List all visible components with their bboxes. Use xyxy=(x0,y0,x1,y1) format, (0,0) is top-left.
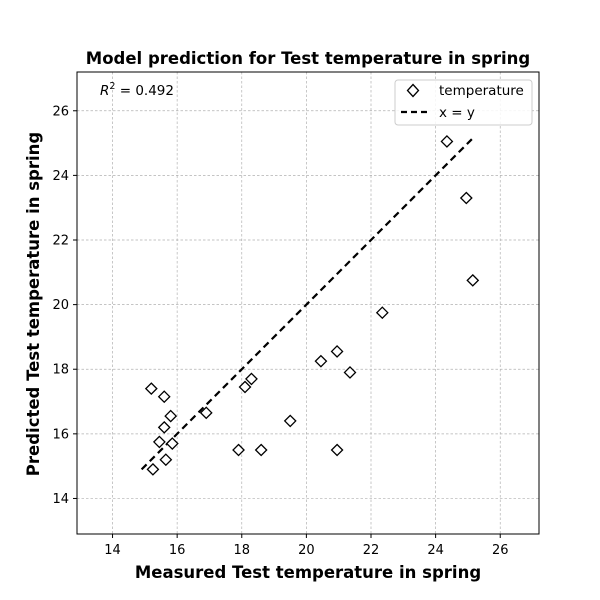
data-point xyxy=(330,345,344,358)
legend: temperature x = y xyxy=(394,79,533,126)
r-squared-value: = 0.492 xyxy=(115,83,174,99)
legend-diamond-marker-icon xyxy=(406,83,420,98)
r-squared-symbol: R xyxy=(100,83,109,99)
y-tick-label: 24 xyxy=(52,169,69,184)
plot-frame xyxy=(76,71,540,535)
data-point xyxy=(164,409,178,423)
data-point xyxy=(330,443,344,457)
y-tick-label: 20 xyxy=(52,298,69,313)
y-tick-label: 22 xyxy=(52,234,69,249)
data-point xyxy=(343,366,357,379)
data-point xyxy=(152,435,166,449)
data-point xyxy=(283,414,297,428)
y-axis-label: Predicted Test temperature in spring xyxy=(24,132,43,476)
x-tick-label: 26 xyxy=(492,543,509,558)
legend-label-x-equals-y: x = y xyxy=(439,105,475,121)
data-point xyxy=(157,420,171,434)
data-point xyxy=(375,306,389,320)
x-tick-label: 16 xyxy=(169,543,186,558)
x-tick-label: 22 xyxy=(363,543,380,558)
grid xyxy=(77,72,539,534)
reference-line-x-equals-y xyxy=(140,137,474,471)
data-point xyxy=(238,380,252,394)
data-point-layer xyxy=(144,135,480,476)
axis-ticks: 14 16 18 20 22 24 26 14 16 18 20 22 24 26 xyxy=(52,104,508,558)
legend-label-temperature: temperature xyxy=(439,83,524,99)
data-point xyxy=(146,462,160,476)
y-tick-label: 14 xyxy=(52,492,69,507)
r-squared-superscript: 2 xyxy=(109,81,115,92)
r-squared-annotation: R2 = 0.492 xyxy=(100,81,174,99)
y-tick-label: 26 xyxy=(52,104,69,119)
x-tick-label: 14 xyxy=(104,543,121,558)
x-tick-label: 20 xyxy=(298,543,315,558)
data-point xyxy=(245,372,258,386)
x-tick-label: 18 xyxy=(233,543,250,558)
x-axis-label: Measured Test temperature in spring xyxy=(135,563,481,582)
y-tick-label: 16 xyxy=(52,427,69,442)
legend-box xyxy=(394,79,533,126)
data-point xyxy=(159,453,173,467)
data-point xyxy=(254,443,268,457)
data-point xyxy=(232,443,245,457)
data-point xyxy=(314,354,328,368)
y-tick-label: 18 xyxy=(52,363,69,378)
data-point xyxy=(440,135,454,148)
chart-title: Model prediction for Test temperature in… xyxy=(86,49,530,68)
data-point xyxy=(144,382,158,396)
data-point xyxy=(165,437,179,450)
x-tick-label: 24 xyxy=(427,543,444,558)
data-point xyxy=(199,406,213,420)
data-point xyxy=(157,390,171,404)
data-point xyxy=(466,273,480,287)
reference-line-layer xyxy=(140,137,474,471)
data-point xyxy=(459,191,473,205)
